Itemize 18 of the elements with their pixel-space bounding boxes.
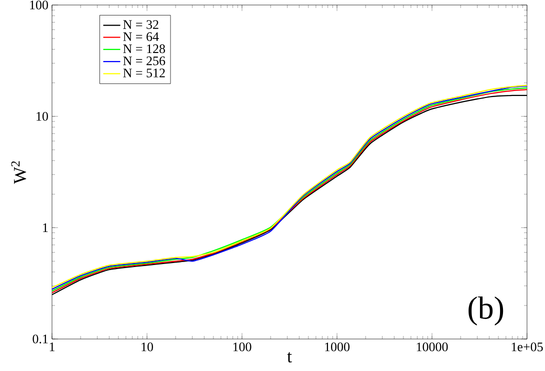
x-tick-label: 1000 — [325, 342, 350, 352]
x-tick-label: 100 — [233, 342, 252, 352]
x-tick-label: 1e+05 — [512, 342, 543, 352]
x-tick-label: 10000 — [416, 342, 448, 352]
legend-label: N = 512 — [123, 68, 165, 78]
y-tick-label: 100 — [30, 0, 48, 10]
y-axis-title: W$^{2}$ — [11, 161, 26, 184]
y-tick-label: 10 — [36, 112, 48, 121]
legend-label: N = 128 — [123, 44, 166, 54]
x-tick-label: 1 — [50, 342, 54, 352]
y-tick-label: 1 — [43, 223, 48, 232]
x-tick-label: 10 — [142, 342, 153, 352]
annotation: (b) — [468, 296, 504, 326]
y-tick-label: 0.1 — [32, 334, 48, 344]
legend-label: N = 64 — [123, 32, 159, 42]
legend-label: N = 256 — [123, 56, 166, 66]
legend-label: N = 32 — [123, 20, 158, 29]
x-axis-title: t — [287, 352, 292, 362]
